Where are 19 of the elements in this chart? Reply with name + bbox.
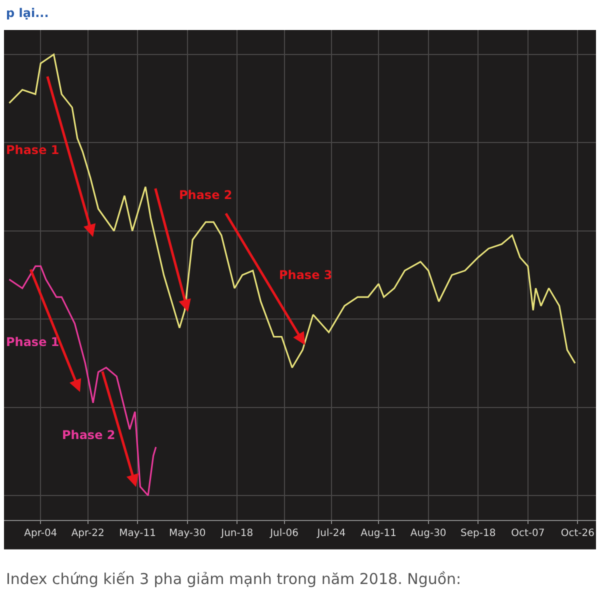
x-tick-label: Jul-06	[269, 528, 298, 539]
annotation: Phase 2	[179, 188, 232, 202]
text: p lại...	[6, 6, 49, 20]
x-tick-label: May-11	[119, 528, 156, 539]
x-tick-label: Apr-22	[71, 528, 104, 539]
annotation: Phase 1	[6, 335, 60, 349]
annotation: Phase 2	[62, 428, 116, 442]
x-tick-label: Jul-24	[316, 528, 346, 539]
x-tick-label: May-30	[168, 528, 206, 539]
annotation: Phase 1	[6, 143, 60, 157]
x-tick-label: Oct-07	[511, 528, 545, 539]
x-tick-label: Apr-04	[24, 528, 58, 539]
x-tick-label: Jun-18	[220, 528, 254, 539]
x-tick-label: Sep-18	[460, 528, 496, 539]
x-tick-label: Aug-11	[360, 528, 397, 539]
x-tick-label: Aug-30	[410, 528, 446, 539]
x-tick-label: Oct-26	[560, 528, 594, 539]
text: Index chứng kiến 3 pha giảm mạnh trong năm 2018. Nguồn:	[6, 570, 462, 588]
annotation: Phase 3	[279, 268, 332, 282]
